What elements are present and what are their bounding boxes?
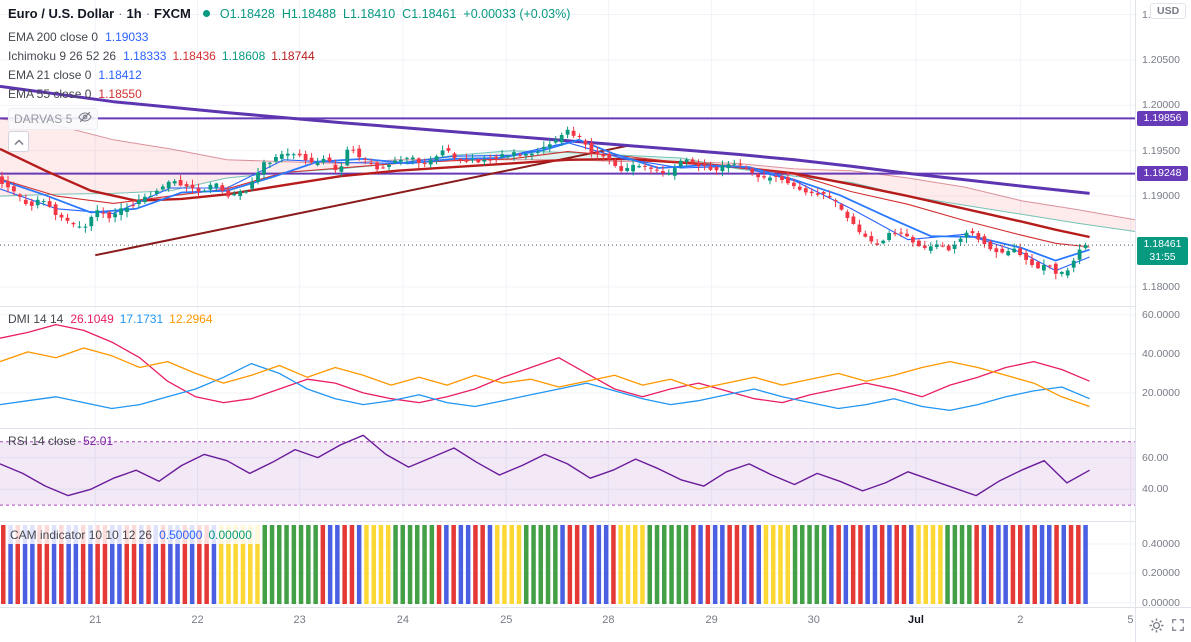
indicator-value: 26.1049 bbox=[70, 311, 114, 326]
symbol-title: Euro / U.S. Dollar bbox=[8, 5, 115, 21]
dmi-pane-canvas bbox=[0, 307, 1135, 428]
separator-dot: · bbox=[118, 5, 123, 21]
time-label: 23 bbox=[293, 614, 306, 626]
dmi-pane[interactable] bbox=[0, 307, 1135, 428]
indicator-value: 1.18436 bbox=[172, 48, 216, 63]
price-tick-label: 1.19000 bbox=[1142, 190, 1180, 203]
price-pane-canvas bbox=[0, 0, 1135, 306]
rsi-tick-label: 60.00 bbox=[1142, 451, 1169, 464]
currency-badge[interactable]: USD bbox=[1150, 3, 1187, 19]
last-price-value: 1.18461 bbox=[1143, 238, 1182, 251]
indicator-legend-ema200[interactable]: EMA 200 close 0 1.19033 bbox=[8, 28, 154, 45]
cam-tick-label: 0.00000 bbox=[1142, 596, 1180, 609]
price-pane[interactable] bbox=[0, 0, 1135, 306]
ohlc-open: O1.18428 bbox=[219, 6, 275, 21]
indicator-label: Ichimoku 9 26 52 26 bbox=[8, 48, 117, 63]
bar-countdown: 31:55 bbox=[1149, 251, 1176, 264]
cam-tick-label: 0.40000 bbox=[1142, 537, 1180, 550]
indicator-value: 0.00000 bbox=[208, 527, 252, 542]
time-label: 22 bbox=[191, 614, 204, 626]
rsi-tick-label: 40.00 bbox=[1142, 483, 1169, 496]
indicator-legend-dmi[interactable]: DMI 14 14 26.1049 17.1731 12.2964 bbox=[8, 310, 219, 327]
cam-pane-canvas bbox=[0, 522, 1135, 607]
indicator-value: 1.18550 bbox=[98, 86, 142, 101]
pane-separator[interactable] bbox=[0, 428, 1191, 429]
indicator-legend-ema55[interactable]: EMA 55 close 0 1.18550 bbox=[8, 85, 148, 102]
indicator-legend-darvas[interactable]: DARVAS 5 bbox=[8, 108, 99, 130]
indicator-legend-ichimoku[interactable]: Ichimoku 9 26 52 26 1.18333 1.18436 1.18608… bbox=[8, 47, 321, 64]
price-tick-label: 1.20500 bbox=[1142, 53, 1180, 66]
price-tick-label: 1.19500 bbox=[1142, 144, 1180, 157]
market-open-icon bbox=[202, 10, 210, 18]
cam-pane[interactable] bbox=[0, 522, 1135, 607]
indicator-value: 1.18412 bbox=[98, 67, 142, 82]
legend-collapse-button[interactable] bbox=[8, 131, 29, 152]
symbol-legend[interactable]: Euro / U.S. Dollar · 1h · FXCM O1.18428 H1.184… bbox=[8, 5, 577, 22]
indicator-value: 52.01 bbox=[83, 433, 114, 448]
indicator-label: DMI 14 14 bbox=[8, 311, 64, 326]
price-level-label[interactable]: 1.19248 bbox=[1137, 166, 1188, 182]
time-label: 21 bbox=[89, 614, 102, 626]
time-label: 30 bbox=[807, 614, 820, 626]
separator-dot: · bbox=[145, 5, 151, 21]
indicator-label: EMA 21 close 0 bbox=[8, 67, 92, 82]
exchange-name: FXCM bbox=[154, 5, 191, 21]
indicator-value: 17.1731 bbox=[119, 311, 164, 326]
indicator-label: EMA 55 close 0 bbox=[8, 86, 92, 101]
time-label: 28 bbox=[602, 614, 615, 626]
time-label: 25 bbox=[500, 614, 513, 626]
rsi-pane-canvas bbox=[0, 429, 1135, 521]
indicator-label: CAM indicator 10 10 12 26 bbox=[10, 527, 153, 542]
indicator-value: 1.18744 bbox=[271, 48, 315, 63]
time-label: 29 bbox=[705, 614, 718, 626]
maximize-icon[interactable] bbox=[1171, 618, 1185, 632]
pane-separator[interactable] bbox=[0, 521, 1191, 522]
gear-icon[interactable] bbox=[1149, 618, 1164, 633]
time-label: 24 bbox=[396, 614, 410, 626]
price-level-label[interactable]: 1.19856 bbox=[1137, 110, 1188, 126]
price-tick-label: 1.20000 bbox=[1142, 99, 1180, 112]
dmi-tick-label: 40.0000 bbox=[1142, 347, 1180, 360]
indicator-value: 12.2964 bbox=[169, 311, 213, 326]
price-tick-label: 1.18000 bbox=[1142, 280, 1180, 293]
indicator-legend-cam[interactable]: CAM indicator 10 10 12 26 0.50000 0.00000 bbox=[6, 525, 262, 544]
time-label: 5 bbox=[1127, 614, 1134, 626]
rsi-pane[interactable] bbox=[0, 429, 1135, 521]
ohlc-close: C1.18461 bbox=[402, 6, 457, 21]
time-label: 2 bbox=[1017, 614, 1024, 626]
visibility-off-icon[interactable] bbox=[78, 110, 92, 128]
time-axis[interactable]: 21 22 23 24 25 28 29 30 Jul 2 5 bbox=[0, 608, 1135, 642]
ohlc-high: H1.18488 bbox=[281, 6, 337, 21]
indicator-label: DARVAS 5 bbox=[14, 112, 73, 126]
chart-interval: 1h bbox=[126, 5, 142, 21]
indicator-label: EMA 200 close 0 bbox=[8, 29, 99, 44]
axis-corner bbox=[1136, 608, 1191, 642]
cam-tick-label: 0.20000 bbox=[1142, 567, 1180, 580]
indicator-value: 1.18608 bbox=[221, 48, 266, 63]
price-axis[interactable]: USD 1.210001.205001.200001.195001.190001… bbox=[1136, 0, 1191, 609]
dmi-tick-label: 60.0000 bbox=[1142, 308, 1180, 321]
chart-plot-area[interactable]: Euro / U.S. Dollar · 1h · FXCM O1.18428 H1.184… bbox=[0, 0, 1135, 607]
pane-separator bbox=[0, 607, 1191, 608]
last-price-label[interactable]: 1.18461 31:55 bbox=[1137, 237, 1188, 266]
dmi-tick-label: 20.0000 bbox=[1142, 386, 1180, 399]
ohlc-low: L1.18410 bbox=[343, 6, 396, 21]
indicator-value: 1.19033 bbox=[105, 29, 149, 44]
chevron-up-icon bbox=[13, 133, 24, 151]
indicator-label: RSI 14 close bbox=[8, 433, 77, 448]
indicator-value: 1.18333 bbox=[123, 48, 167, 63]
axis-border bbox=[1135, 0, 1136, 642]
pane-separator[interactable] bbox=[0, 306, 1191, 307]
ohlc-change: +0.00033 (+0.03%) bbox=[463, 6, 571, 21]
time-label: Jul bbox=[907, 614, 924, 626]
indicator-value: 0.50000 bbox=[159, 527, 203, 542]
indicator-legend-rsi[interactable]: RSI 14 close 52.01 bbox=[8, 432, 119, 449]
indicator-legend-ema21[interactable]: EMA 21 close 0 1.18412 bbox=[8, 66, 148, 83]
